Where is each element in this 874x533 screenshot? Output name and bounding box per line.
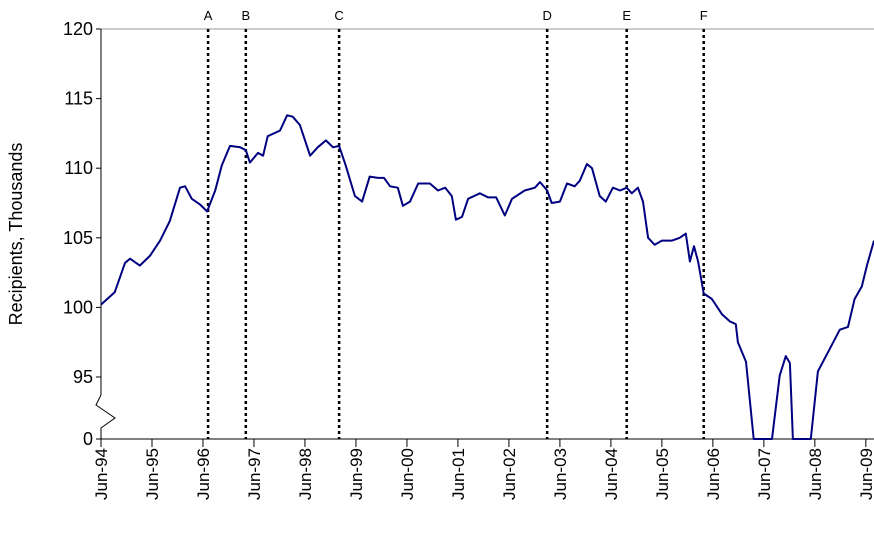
- x-tick-label: Jun-00: [398, 448, 417, 500]
- x-tick-label: Jun-04: [602, 448, 621, 500]
- y-tick-label: 0: [83, 429, 93, 449]
- event-marker-label: C: [334, 8, 343, 23]
- data-line: [100, 114, 874, 440]
- x-tick-label: Jun-03: [551, 448, 570, 500]
- x-tick-label: Jun-01: [449, 448, 468, 500]
- event-marker-label: F: [700, 8, 708, 23]
- x-tick-label: Jun-99: [347, 448, 366, 500]
- y-tick-label: 100: [63, 297, 93, 317]
- x-tick-label: Jun-97: [245, 448, 264, 500]
- x-tick-label: Jun-02: [500, 448, 519, 500]
- x-tick-label: Jun-98: [296, 448, 315, 500]
- y-tick-label: 105: [63, 228, 93, 248]
- event-marker-label: A: [204, 8, 213, 23]
- y-tick-label: 110: [64, 158, 93, 178]
- y-tick-label: 120: [63, 19, 93, 39]
- x-tick-label: Jun-06: [704, 448, 723, 500]
- x-tick-label: Jun-96: [194, 448, 213, 500]
- x-tick-label: Jun-07: [755, 448, 774, 500]
- x-tick-label: Jun-09: [857, 448, 874, 500]
- x-tick-label: Jun-05: [653, 448, 672, 500]
- event-marker-label: E: [622, 8, 631, 23]
- x-tick-label: Jun-95: [143, 448, 162, 500]
- y-tick-label: 95: [73, 367, 93, 387]
- x-tick-label: Jun-08: [806, 448, 825, 500]
- event-marker-label: B: [241, 8, 250, 23]
- x-tick-label: Jun-94: [92, 448, 111, 500]
- event-marker-label: D: [542, 8, 551, 23]
- y-axis-label: Recipients, Thousands: [6, 143, 26, 326]
- y-tick-label: 115: [64, 89, 93, 109]
- axis-break: [95, 394, 116, 439]
